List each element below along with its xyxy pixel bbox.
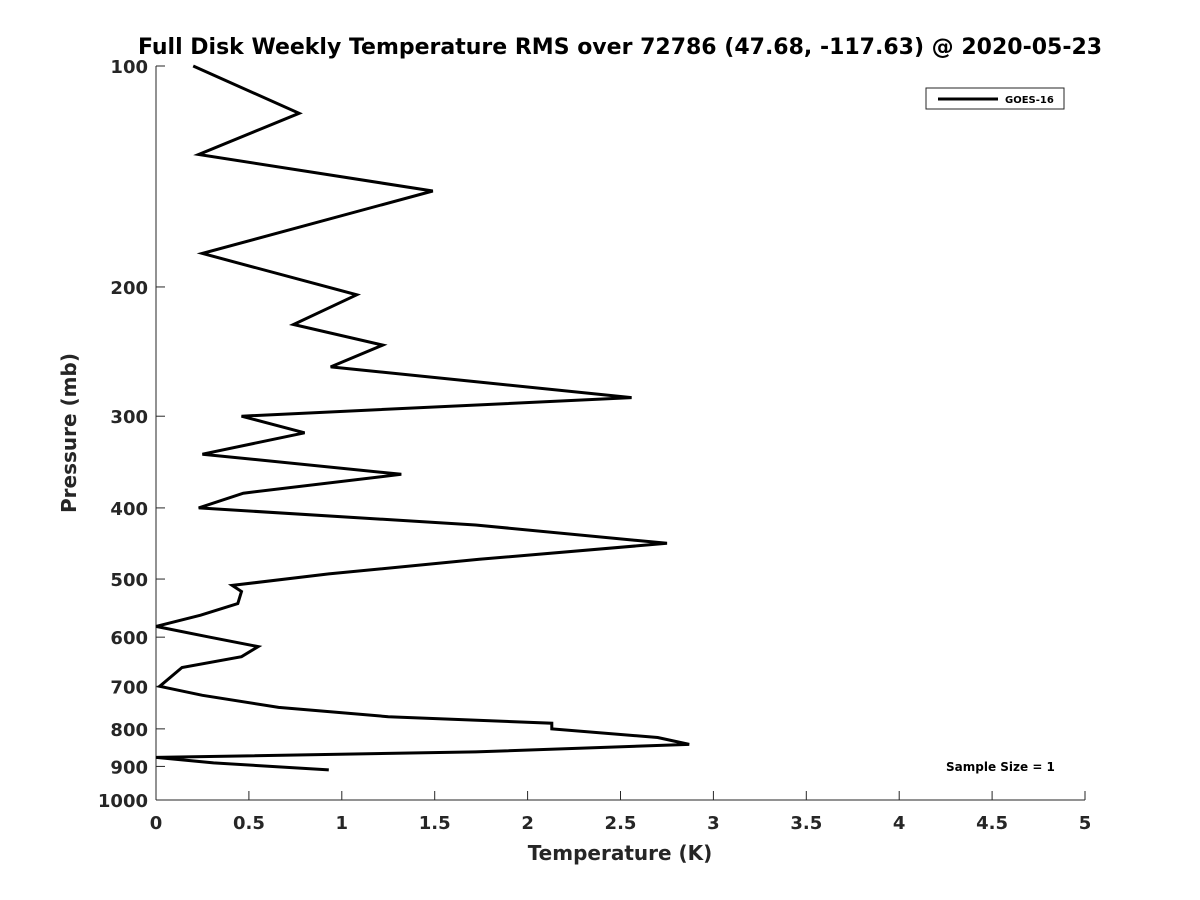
- x-tick-label: 0.5: [233, 813, 265, 834]
- y-tick-label: 200: [110, 278, 148, 299]
- chart-title: Full Disk Weekly Temperature RMS over 72…: [138, 35, 1102, 60]
- x-tick-label: 1: [336, 813, 349, 834]
- x-tick-label: 3.5: [790, 813, 822, 834]
- y-tick-label: 100: [110, 57, 148, 78]
- x-tick-label: 2.5: [605, 813, 637, 834]
- y-axis-label: Pressure (mb): [57, 353, 81, 513]
- y-tick-label: 1000: [98, 791, 148, 812]
- legend: GOES-16: [925, 87, 1065, 110]
- x-tick-label: 4.5: [976, 813, 1008, 834]
- sample-size-annotation: Sample Size = 1: [946, 760, 1055, 774]
- y-tick-label: 600: [110, 628, 148, 649]
- x-axis-label: Temperature (K): [528, 841, 713, 865]
- y-tick-label: 300: [110, 407, 148, 428]
- y-ticks: 100 200 300 400 500 600 700 800 900 1000: [98, 57, 165, 812]
- x-tick-label: 1.5: [419, 813, 451, 834]
- y-tick-label: 400: [110, 499, 148, 520]
- y-tick-label: 500: [110, 570, 148, 591]
- series-line-goes-16: [155, 64, 690, 772]
- x-tick-label: 0: [150, 813, 163, 834]
- x-tick-label: 2: [521, 813, 534, 834]
- legend-label-goes-16: GOES-16: [1005, 95, 1054, 106]
- x-ticks: 0 0.5 1 1.5 2 2.5 3 3.5 4 4.5 5: [150, 791, 1092, 834]
- x-tick-label: 3: [707, 813, 720, 834]
- x-tick-label: 5: [1079, 813, 1092, 834]
- y-tick-label: 700: [110, 677, 148, 698]
- x-tick-label: 4: [893, 813, 906, 834]
- y-tick-label: 900: [110, 757, 148, 778]
- y-tick-label: 800: [110, 720, 148, 741]
